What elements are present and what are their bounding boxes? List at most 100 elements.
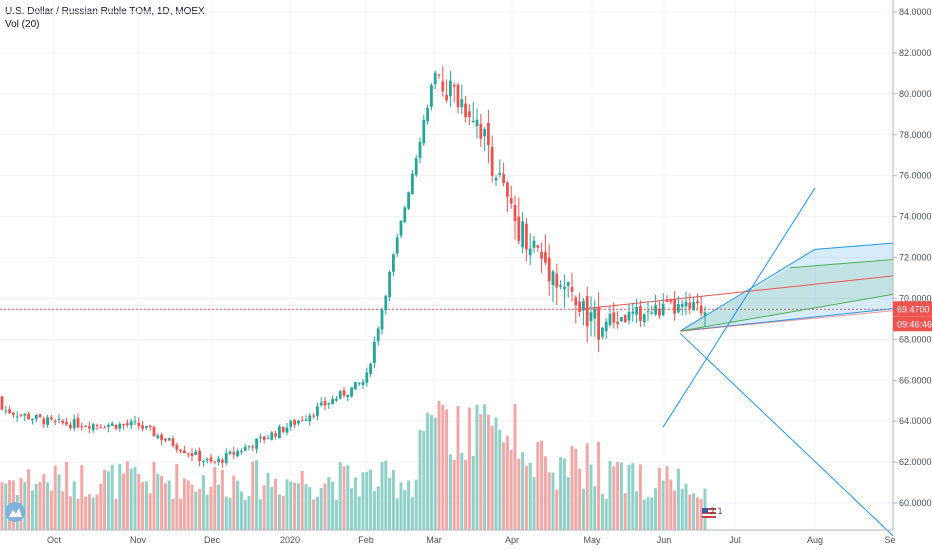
candle-body xyxy=(570,286,574,292)
candle-body xyxy=(392,254,395,272)
volume-bar xyxy=(133,466,137,530)
candle-body xyxy=(407,192,410,209)
volume-bar xyxy=(239,491,243,530)
candle-body xyxy=(167,438,171,441)
volume-bar xyxy=(532,477,536,530)
volume-bar xyxy=(384,460,388,530)
volume-bar xyxy=(125,461,129,530)
volume-bar xyxy=(34,483,38,530)
candle-body xyxy=(506,182,509,197)
candle-body xyxy=(680,304,684,307)
candle-body xyxy=(4,410,8,412)
candle-body xyxy=(262,436,266,440)
candle-body xyxy=(566,281,570,286)
volume-bar xyxy=(669,479,673,530)
volume-bar xyxy=(509,449,513,530)
candle-body xyxy=(502,174,505,183)
candle-body xyxy=(12,412,15,415)
volume-bar xyxy=(258,499,262,530)
volume-bar xyxy=(513,404,517,530)
candle-body xyxy=(38,414,42,418)
candle-body xyxy=(171,438,175,446)
price-tick-label: 66.0000 xyxy=(899,375,932,385)
volume-bar xyxy=(376,486,380,530)
candle-body xyxy=(559,285,562,287)
volume-bar xyxy=(144,481,148,530)
candle-body xyxy=(494,177,498,181)
candle-body xyxy=(346,394,350,398)
volume-bar xyxy=(274,478,278,530)
candle-body xyxy=(278,426,281,439)
volume-bar xyxy=(156,473,160,530)
volume-bar xyxy=(167,480,171,530)
candle-body xyxy=(31,418,34,420)
candle-body xyxy=(411,173,414,194)
time-tick-label: Jun xyxy=(657,535,672,545)
volume-bar xyxy=(49,490,53,530)
candle-body xyxy=(297,420,300,424)
volume-bar xyxy=(391,469,395,530)
volume-bars xyxy=(0,400,707,530)
candle-body xyxy=(373,341,376,364)
price-tick-label: 84.0000 xyxy=(899,7,932,17)
volume-bar xyxy=(110,464,114,530)
candle-body xyxy=(388,272,391,298)
candle-body xyxy=(335,398,338,401)
volume-bar xyxy=(319,487,323,530)
volume-bar xyxy=(456,405,460,530)
volume-bar xyxy=(68,496,72,530)
candle-body xyxy=(224,453,228,463)
candle-body xyxy=(141,425,144,429)
volume-bar xyxy=(342,466,346,530)
volume-bar xyxy=(80,465,84,530)
volume-bar xyxy=(163,483,167,530)
volume-bar xyxy=(543,456,547,530)
candle-body xyxy=(236,451,239,457)
volume-bar xyxy=(255,460,259,530)
volume-bar xyxy=(479,414,483,530)
volume-bar xyxy=(494,417,498,530)
volume-bar xyxy=(23,482,27,530)
price-tick-label: 62.0000 xyxy=(899,457,932,467)
candle-body xyxy=(133,421,137,423)
time-tick-label: Jul xyxy=(729,535,741,545)
volume-bar xyxy=(589,464,593,530)
volume-bar xyxy=(692,493,696,530)
candle-body xyxy=(513,204,517,222)
volume-bar xyxy=(646,497,650,530)
candle-body xyxy=(597,307,600,340)
candle-body xyxy=(110,423,114,426)
candle-body xyxy=(46,417,49,425)
candle-body xyxy=(437,74,441,76)
candle-body xyxy=(490,147,494,176)
volume-bar xyxy=(220,469,224,530)
candle-body xyxy=(456,84,460,108)
candle-body xyxy=(479,123,483,139)
candle-body xyxy=(103,427,106,429)
volume-bar xyxy=(30,490,34,530)
drawing-tools xyxy=(0,187,894,537)
volume-bar xyxy=(27,469,31,530)
volume-bar xyxy=(194,491,198,530)
candle-body xyxy=(376,328,380,342)
candle-body xyxy=(399,220,403,236)
volume-bar xyxy=(369,469,373,530)
candle-body xyxy=(574,297,578,306)
volume-bar xyxy=(517,459,521,530)
candle-body xyxy=(601,327,604,337)
volume-bar xyxy=(570,446,574,530)
candle-body xyxy=(183,450,186,454)
volume-bar xyxy=(673,490,677,530)
last-price-badge xyxy=(893,301,932,317)
volume-bar xyxy=(676,469,680,530)
volume-bar xyxy=(441,404,445,530)
candle-body xyxy=(84,425,87,427)
volume-bar xyxy=(619,462,623,530)
time-tick-label: Se xyxy=(884,535,895,545)
candle-body xyxy=(418,142,422,158)
candle-body xyxy=(616,322,619,324)
candle-body xyxy=(578,301,581,313)
volume-bar xyxy=(562,458,566,530)
volume-bar xyxy=(266,472,270,530)
